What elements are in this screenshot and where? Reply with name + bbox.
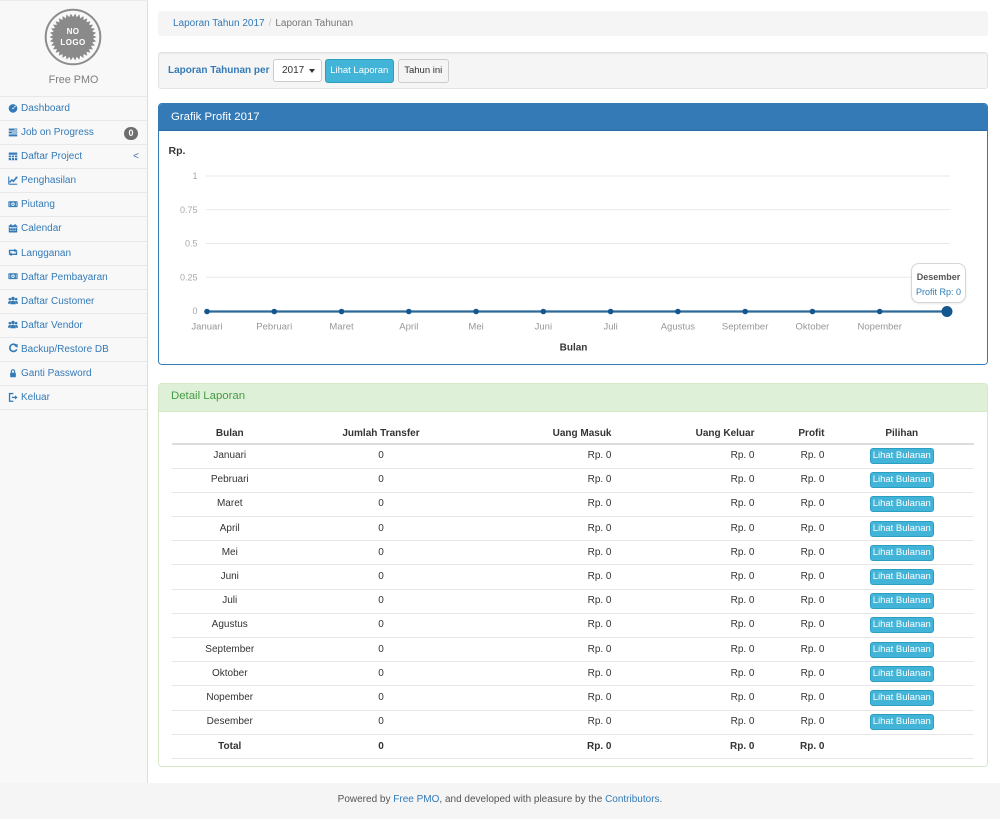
svg-text:Pebruari: Pebruari bbox=[256, 322, 292, 333]
svg-text:Januari: Januari bbox=[191, 322, 222, 333]
svg-text:Oktober: Oktober bbox=[796, 322, 830, 333]
svg-text:0.25: 0.25 bbox=[180, 272, 198, 282]
svg-text:April: April bbox=[399, 322, 418, 333]
svg-text:Mei: Mei bbox=[468, 322, 483, 333]
svg-text:September: September bbox=[722, 322, 768, 333]
svg-text:Rp.: Rp. bbox=[169, 145, 186, 157]
svg-text:Maret: Maret bbox=[329, 322, 354, 333]
svg-text:Agustus: Agustus bbox=[661, 322, 696, 333]
svg-text:LOGO: LOGO bbox=[60, 38, 85, 47]
svg-text:0.5: 0.5 bbox=[185, 239, 198, 249]
svg-text:Juli: Juli bbox=[603, 322, 617, 333]
svg-text:NO: NO bbox=[67, 27, 80, 36]
svg-text:Nopember: Nopember bbox=[858, 322, 902, 333]
svg-text:Bulan: Bulan bbox=[560, 343, 588, 354]
svg-text:0.75: 0.75 bbox=[180, 205, 198, 215]
svg-text:Juni: Juni bbox=[535, 322, 552, 333]
svg-text:1: 1 bbox=[192, 171, 197, 181]
svg-text:0: 0 bbox=[192, 306, 197, 316]
